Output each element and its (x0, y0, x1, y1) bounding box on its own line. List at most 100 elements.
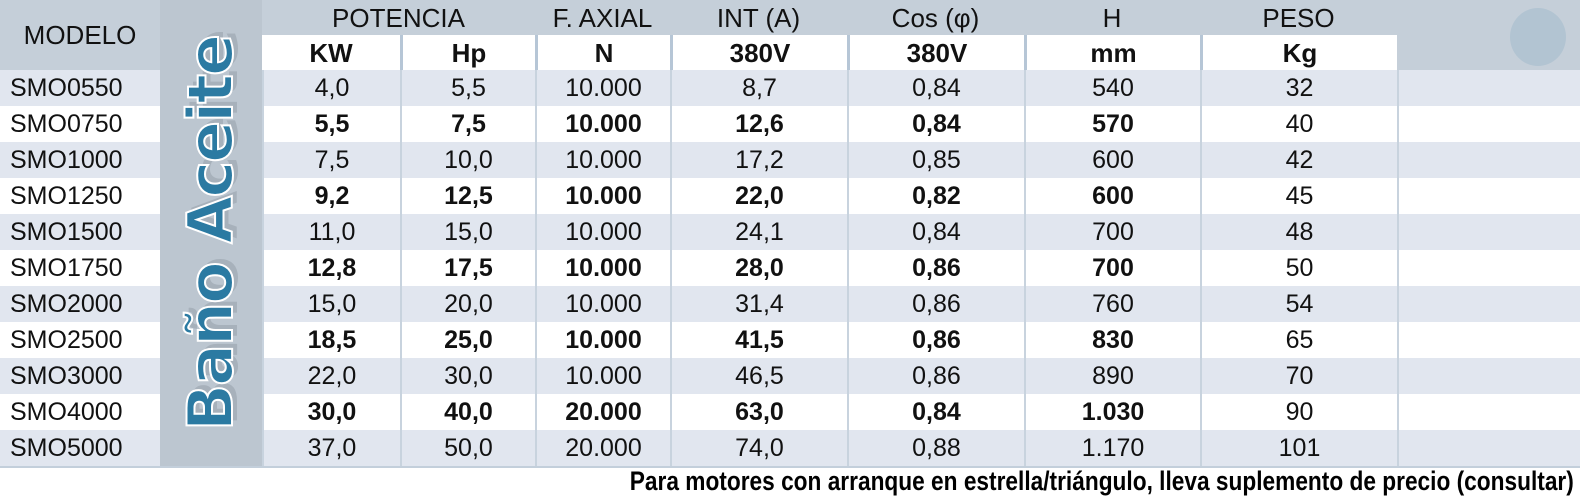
model-cell: SMO3000 (0, 358, 160, 394)
brand-strip-row-spacer (160, 358, 262, 394)
value-cell-kw: 12,8 (262, 250, 400, 286)
value-cell-peso_kg: 70 (1200, 358, 1397, 394)
brand-strip-row-spacer (160, 106, 262, 142)
model-cell: SMO0750 (0, 106, 160, 142)
value-cell-peso_kg: 65 (1200, 322, 1397, 358)
column-group-potencia: POTENCIA (262, 0, 535, 35)
column-group-cos-phi: Cos (φ) (847, 0, 1024, 35)
value-cell-h_mm: 1.030 (1024, 394, 1200, 430)
trailing-cell (1397, 70, 1580, 106)
subheader-mm: mm (1024, 35, 1200, 70)
model-cell: SMO2500 (0, 322, 160, 358)
value-cell-h_mm: 1.170 (1024, 430, 1200, 466)
trailing-cell (1397, 250, 1580, 286)
trailing-cell (1397, 106, 1580, 142)
brand-strip-row-spacer (160, 214, 262, 250)
value-cell-hp: 40,0 (400, 394, 535, 430)
value-cell-cos_380v: 0,84 (847, 106, 1024, 142)
value-cell-f_axial: 10.000 (535, 286, 670, 322)
value-cell-f_axial: 10.000 (535, 106, 670, 142)
value-cell-peso_kg: 42 (1200, 142, 1397, 178)
value-cell-peso_kg: 48 (1200, 214, 1397, 250)
value-cell-int_380v: 8,7 (670, 70, 847, 106)
value-cell-peso_kg: 32 (1200, 70, 1397, 106)
value-cell-f_axial: 20.000 (535, 430, 670, 466)
value-cell-kw: 7,5 (262, 142, 400, 178)
value-cell-hp: 25,0 (400, 322, 535, 358)
value-cell-f_axial: 10.000 (535, 250, 670, 286)
footer-note: Para motores con arranque en estrella/tr… (629, 465, 1574, 496)
value-cell-int_380v: 41,5 (670, 322, 847, 358)
brand-strip-row-spacer (160, 394, 262, 430)
value-cell-cos_380v: 0,84 (847, 214, 1024, 250)
value-cell-peso_kg: 101 (1200, 430, 1397, 466)
value-cell-hp: 30,0 (400, 358, 535, 394)
brand-strip-row-spacer (160, 70, 262, 106)
value-cell-kw: 4,0 (262, 70, 400, 106)
subheader-n: N (535, 35, 670, 70)
value-cell-cos_380v: 0,84 (847, 394, 1024, 430)
value-cell-hp: 50,0 (400, 430, 535, 466)
value-cell-h_mm: 890 (1024, 358, 1200, 394)
brand-strip-row-spacer (160, 430, 262, 466)
decorative-circle (1510, 8, 1566, 66)
value-cell-peso_kg: 50 (1200, 250, 1397, 286)
value-cell-h_mm: 570 (1024, 106, 1200, 142)
value-cell-hp: 20,0 (400, 286, 535, 322)
value-cell-peso_kg: 54 (1200, 286, 1397, 322)
value-cell-f_axial: 10.000 (535, 322, 670, 358)
subheader-kg: Kg (1200, 35, 1397, 70)
column-header-modelo: MODELO (0, 0, 160, 70)
value-cell-cos_380v: 0,86 (847, 286, 1024, 322)
value-cell-h_mm: 540 (1024, 70, 1200, 106)
value-cell-cos_380v: 0,86 (847, 358, 1024, 394)
value-cell-hp: 5,5 (400, 70, 535, 106)
value-cell-h_mm: 760 (1024, 286, 1200, 322)
value-cell-int_380v: 22,0 (670, 178, 847, 214)
value-cell-kw: 37,0 (262, 430, 400, 466)
value-cell-cos_380v: 0,88 (847, 430, 1024, 466)
value-cell-cos_380v: 0,84 (847, 70, 1024, 106)
model-cell: SMO5000 (0, 430, 160, 466)
value-cell-hp: 15,0 (400, 214, 535, 250)
brand-strip-row-spacer (160, 250, 262, 286)
subheader-hp: Hp (400, 35, 535, 70)
value-cell-h_mm: 700 (1024, 214, 1200, 250)
model-cell: SMO4000 (0, 394, 160, 430)
value-cell-int_380v: 63,0 (670, 394, 847, 430)
brand-strip-background (160, 0, 262, 466)
model-cell: SMO1750 (0, 250, 160, 286)
table-bottom-border (0, 466, 1580, 468)
spec-table: MODELO POTENCIA F. AXIAL INT (A) Cos (φ)… (0, 0, 1580, 466)
trailing-cell (1397, 178, 1580, 214)
value-cell-int_380v: 74,0 (670, 430, 847, 466)
value-cell-h_mm: 600 (1024, 178, 1200, 214)
value-cell-hp: 7,5 (400, 106, 535, 142)
value-cell-h_mm: 700 (1024, 250, 1200, 286)
value-cell-f_axial: 10.000 (535, 142, 670, 178)
model-cell: SMO1250 (0, 178, 160, 214)
value-cell-int_380v: 31,4 (670, 286, 847, 322)
column-group-int-a: INT (A) (670, 0, 847, 35)
trailing-cell (1397, 286, 1580, 322)
value-cell-kw: 15,0 (262, 286, 400, 322)
value-cell-kw: 22,0 (262, 358, 400, 394)
value-cell-peso_kg: 40 (1200, 106, 1397, 142)
trailing-cell (1397, 358, 1580, 394)
trailing-cell (1397, 322, 1580, 358)
value-cell-int_380v: 12,6 (670, 106, 847, 142)
value-cell-h_mm: 600 (1024, 142, 1200, 178)
value-cell-cos_380v: 0,86 (847, 322, 1024, 358)
model-cell: SMO0550 (0, 70, 160, 106)
value-cell-kw: 30,0 (262, 394, 400, 430)
value-cell-f_axial: 20.000 (535, 394, 670, 430)
value-cell-f_axial: 10.000 (535, 358, 670, 394)
trailing-cell (1397, 430, 1580, 466)
value-cell-h_mm: 830 (1024, 322, 1200, 358)
value-cell-kw: 5,5 (262, 106, 400, 142)
trailing-cell (1397, 394, 1580, 430)
brand-strip-row-spacer (160, 142, 262, 178)
value-cell-cos_380v: 0,85 (847, 142, 1024, 178)
brand-strip-header-spacer (160, 0, 262, 70)
